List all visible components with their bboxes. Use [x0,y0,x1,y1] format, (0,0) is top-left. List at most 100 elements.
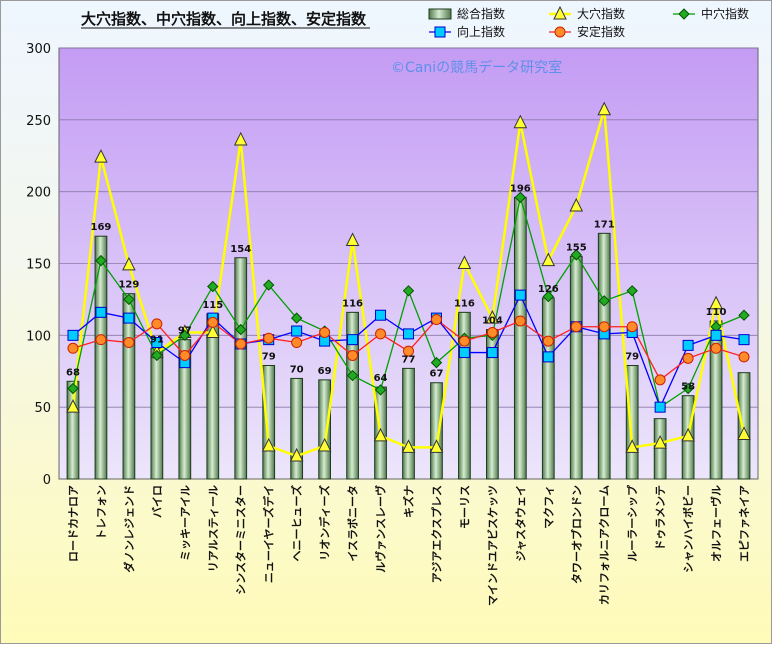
y-tick-label: 250 [26,114,51,129]
circle-marker [347,349,359,361]
bar [234,257,248,480]
square-marker [738,334,750,346]
circle-marker [179,349,191,361]
data-label: 126 [538,284,559,295]
diamond-marker [235,323,247,336]
square-marker [710,329,722,341]
x-tick-label: ミッキーアイル [179,485,192,561]
data-label: 116 [454,298,475,309]
data-label: 104 [482,316,503,327]
square-marker [403,328,414,340]
square-marker [291,325,303,337]
triangle-marker [569,197,584,212]
circle-marker [710,342,722,354]
circle-marker [319,326,331,338]
circle-marker [67,342,79,354]
x-tick-label: ヘニーヒューズ [290,485,304,561]
x-tick-label: マクフィ [542,485,555,529]
legend-item: 中穴指数 [673,6,749,21]
diamond-marker [570,249,582,261]
triangle-marker [625,439,639,453]
data-label: 171 [594,219,615,230]
circle-marker [207,316,219,328]
legend-swatch [428,8,452,20]
x-tick-label: アジアエクスプレス [429,485,443,583]
data-label: 155 [566,242,587,253]
diamond-marker [430,356,443,369]
data-label: 115 [202,300,223,311]
triangle-marker [317,437,332,452]
circle-marker [542,335,554,347]
bar [206,313,220,480]
legend-label: 安定指数 [577,24,625,39]
data-label: 196 [510,183,531,194]
x-tick-label: ダノンレジェンド [122,485,136,573]
triangle-marker [401,439,416,453]
triangle-marker [653,434,667,449]
triangle-marker [289,447,304,462]
circle-marker [738,351,750,363]
triangle-marker [737,426,751,440]
legend-item: 向上指数 [429,24,505,39]
bar [290,377,304,480]
legend-item: 大穴指数 [549,5,625,21]
data-label: 77 [402,354,416,365]
square-marker [654,401,666,413]
y-tick-label: 100 [26,329,51,344]
legend-label: 向上指数 [457,24,505,39]
x-tick-label: ルーラーシップ [625,484,639,562]
data-label: 64 [374,373,388,384]
square-marker [95,306,107,318]
gridlines [59,47,758,408]
diamond-marker [262,279,275,291]
triangle-marker [429,439,444,453]
triangle-marker [205,324,220,338]
triangle-marker [373,427,388,442]
circle-marker [151,318,163,330]
bar [513,196,527,480]
diamond-marker [542,290,555,303]
bar [709,320,723,480]
data-label: 79 [625,352,639,363]
circle-marker [263,332,275,344]
legend-item: 安定指数 [549,24,625,39]
circle-marker [430,314,442,326]
bar [346,311,359,480]
legend-label: 中穴指数 [701,6,749,21]
data-label: 116 [342,298,363,309]
x-tick-label: キズナ [402,485,416,518]
square-marker [542,351,554,363]
triangle-marker [457,255,472,269]
triangle-marker [597,101,612,116]
square-marker [375,309,387,321]
y-tick-label: 300 [26,42,51,57]
circle-marker [514,315,526,327]
diamond-marker [738,309,750,321]
diamond-marker [290,312,303,324]
x-tick-label: シャンハイボビー [681,485,695,573]
x-tick-label: マインドユアビスケッツ [485,485,499,606]
triangle-marker [122,256,136,271]
bar [402,367,415,480]
bar [262,365,276,480]
square-marker [486,347,498,359]
square-marker [67,329,79,341]
circle-marker [682,352,694,364]
triangle-marker [94,149,108,163]
data-label: 169 [91,222,112,233]
data-label: 129 [118,280,139,291]
circle-marker [123,337,135,349]
bar [653,418,667,480]
bar [150,347,164,480]
circle-marker [626,321,638,333]
data-label: 79 [262,352,276,363]
triangle-marker [485,309,500,324]
square-marker [458,347,470,359]
square-marker [347,334,359,346]
circle-marker [375,328,387,340]
circle-marker [598,321,610,333]
bar [597,232,611,480]
